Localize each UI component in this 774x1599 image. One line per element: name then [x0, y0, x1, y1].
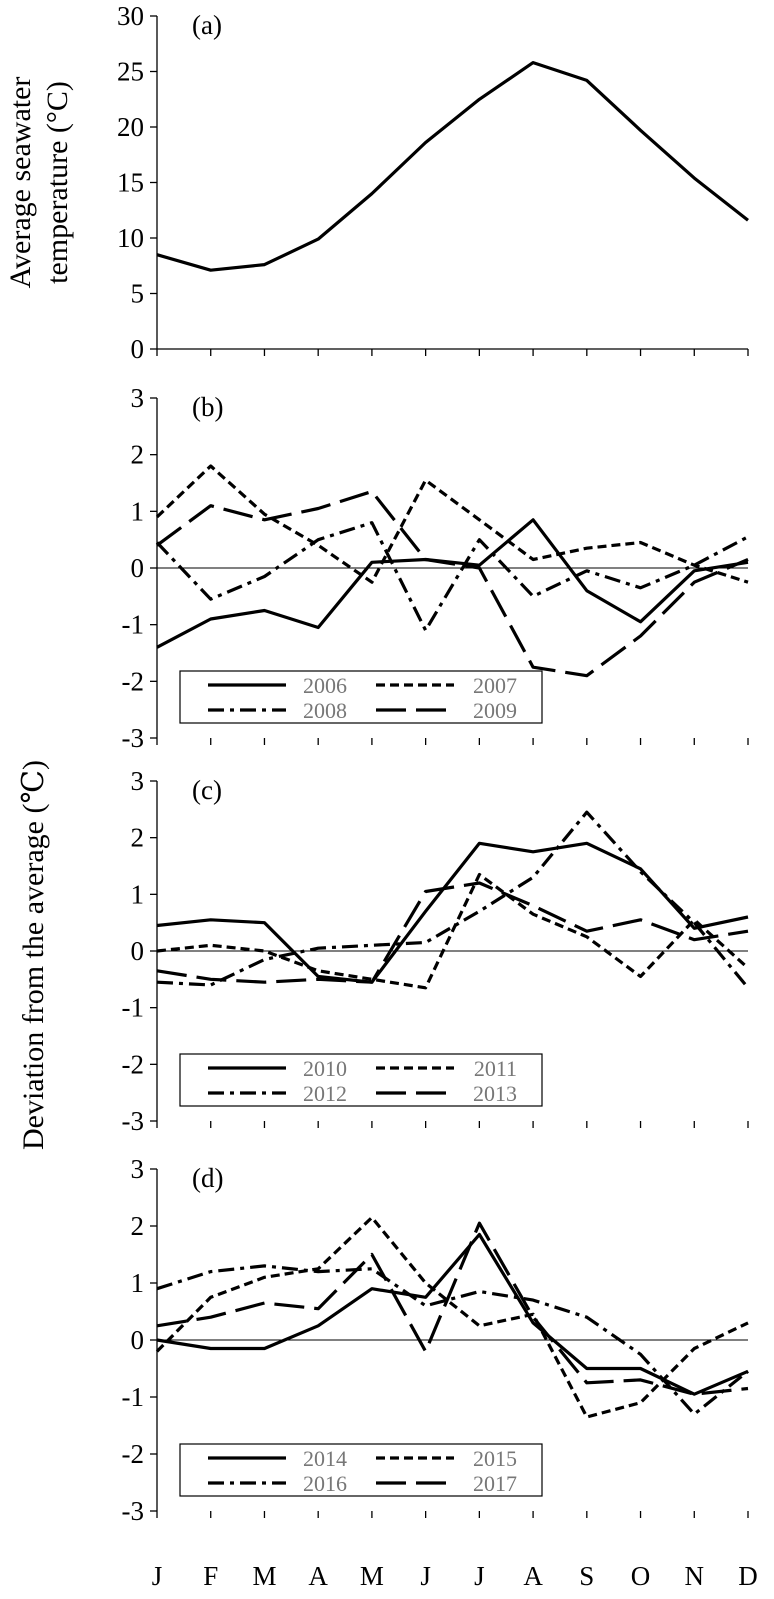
y-tick-label: -3: [122, 1106, 145, 1136]
y-tick-label: 2: [131, 440, 145, 470]
series-line-2007: [155, 464, 749, 584]
legend-box: [179, 670, 543, 724]
y-tick-label: 10: [117, 223, 144, 253]
x-tick-label: M: [360, 1561, 384, 1591]
series-line-2009: [156, 489, 749, 678]
legend-label: 2016: [303, 1471, 347, 1496]
y-tick-label: 0: [131, 553, 145, 583]
y-tick-label: 25: [117, 57, 144, 87]
y-tick-label: 3: [131, 383, 145, 413]
y-tick-label: 15: [117, 168, 144, 198]
x-tick-label: M: [252, 1561, 276, 1591]
series-line-2008: [155, 521, 749, 632]
y-tick-label: 2: [131, 823, 145, 853]
series-line: [156, 60, 749, 272]
legend-label: 2017: [473, 1471, 517, 1496]
series-line-2016: [156, 1264, 749, 1416]
x-tick-label: A: [523, 1561, 543, 1591]
series-line-2012: [156, 810, 750, 989]
legend-box: [179, 1053, 543, 1107]
shared-y-axis-label: Deviation from the average (℃): [17, 760, 50, 1150]
y-tick-label: -2: [122, 1439, 145, 1469]
y-tick-label: -1: [122, 993, 145, 1023]
x-tick-label: J: [474, 1561, 485, 1591]
legend-label: 2008: [303, 698, 347, 723]
panel-c: -3 -2 -1 0 1 2 3 (c) 2010 2011 2012 2013: [122, 766, 750, 1136]
y-tick-label: 2: [131, 1211, 145, 1241]
x-tick-label: J: [420, 1561, 431, 1591]
series-line-2014: [156, 1232, 749, 1396]
legend-label: 2010: [303, 1056, 347, 1081]
x-tick-label: F: [203, 1561, 218, 1591]
legend-label: 2011: [474, 1056, 517, 1081]
y-axis-label-a: Average seawater temperature (°C): [4, 77, 74, 289]
y-tick-label: -1: [122, 1382, 145, 1412]
x-tick-label: N: [685, 1561, 705, 1591]
legend-label: 2014: [303, 1446, 347, 1471]
series-line-2017: [156, 1221, 749, 1396]
y-tick-label: 1: [131, 1268, 145, 1298]
series-line-2013: [156, 881, 749, 984]
y-tick-label: -1: [122, 610, 145, 640]
y-tick-label: 0: [131, 936, 145, 966]
y-tick-label: 1: [131, 496, 145, 526]
y-tick-label: 1: [131, 879, 145, 909]
x-tick-label: O: [631, 1561, 651, 1591]
series-line-2006: [156, 518, 749, 649]
y-axis-label-line: temperature (°C): [41, 81, 74, 284]
x-tick-label: D: [738, 1561, 758, 1591]
panel-label: (a): [192, 10, 222, 40]
series-line-2011: [156, 872, 750, 990]
y-axis-label-line: Average seawater: [4, 77, 37, 289]
panel-a: 0 5 10 15 20 25 30 (a) Average seawater temperatu…: [4, 1, 749, 364]
legend-label: 2009: [473, 698, 517, 723]
y-tick-label: 20: [117, 112, 144, 142]
x-tick-label: A: [308, 1561, 328, 1591]
legend-label: 2015: [473, 1446, 517, 1471]
y-tick-label: 0: [131, 1325, 145, 1355]
panel-d: -3 -2 -1 0 1 2 3 (d) 2014 2015 2016 2017 J F M A M J J A S O N…: [122, 1154, 758, 1591]
y-tick-label: 30: [117, 1, 144, 31]
y-tick-label: 3: [131, 1154, 145, 1184]
legend-label: 2006: [303, 673, 347, 698]
y-tick-label: 3: [131, 766, 145, 796]
y-tick-label: 0: [131, 334, 145, 364]
series-line-2015: [155, 1215, 749, 1419]
panel-label: (d): [192, 1163, 223, 1193]
panel-b: -3 -2 -1 0 1 2 3 (b) 2006 2007 2008 2009: [122, 383, 749, 753]
y-tick-label: -2: [122, 666, 145, 696]
panel-label: (b): [192, 392, 223, 422]
y-tick-label: -2: [122, 1049, 145, 1079]
y-tick-label: 5: [131, 279, 145, 309]
legend-label: 2012: [303, 1081, 347, 1106]
legend-label: 2007: [473, 673, 517, 698]
panel-label: (c): [192, 775, 222, 805]
series-line-2010: [156, 841, 749, 984]
x-tick-label: S: [579, 1561, 594, 1591]
x-tick-label: J: [152, 1561, 163, 1591]
legend-box: [179, 1443, 543, 1497]
y-tick-label: -3: [122, 723, 145, 753]
y-tick-label: -3: [122, 1496, 145, 1526]
legend-label: 2013: [473, 1081, 517, 1106]
